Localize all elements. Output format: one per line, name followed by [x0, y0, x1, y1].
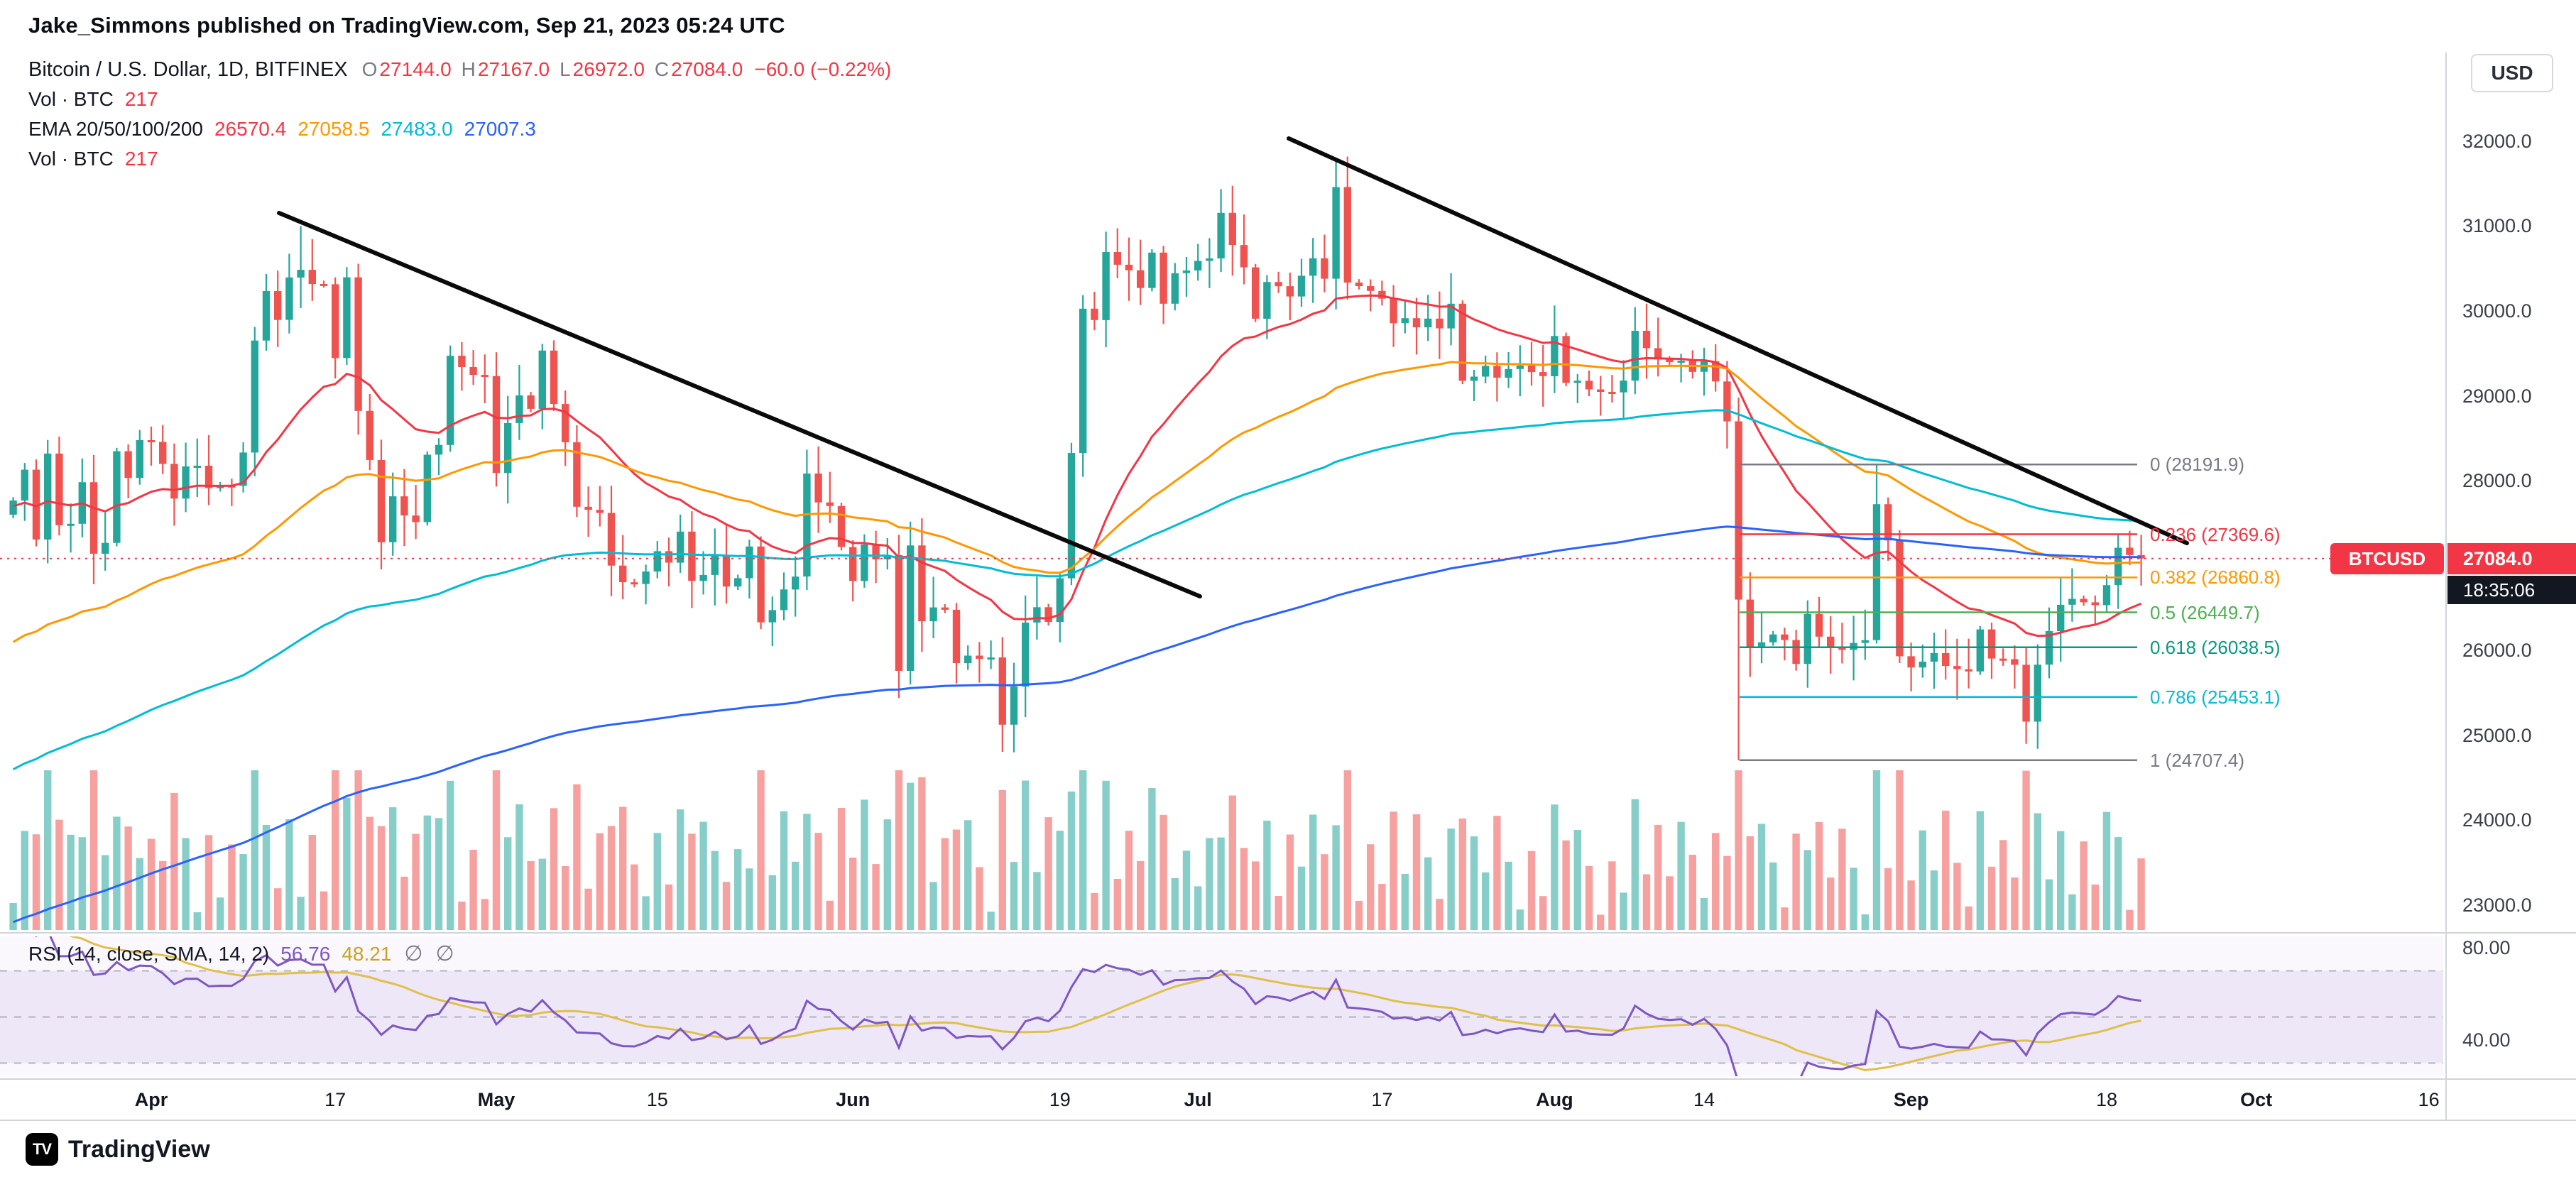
close-label: C [654, 58, 670, 80]
ema-legend-row[interactable]: EMA 20/50/100/200 26570.4 27058.5 27483.… [28, 118, 891, 148]
volume-label: Vol · BTC [28, 88, 114, 110]
fib-level-label: 0.236 (27369.6) [2150, 523, 2281, 545]
time-tick-label: 14 [1693, 1089, 1715, 1110]
time-tick-label: 17 [324, 1089, 346, 1110]
price-tick-label: 25000.0 [2462, 724, 2532, 746]
price-badge-countdown: 18:35:06 [2447, 576, 2576, 604]
time-tick-label: 18 [2095, 1089, 2118, 1110]
fib-level-label: 0.382 (26860.8) [2150, 567, 2281, 589]
low-label: L [560, 58, 571, 80]
rsi-ma-value: 48.21 [342, 943, 392, 965]
rsi-tick-label: 40.00 [2462, 1029, 2511, 1051]
time-tick-label: Apr [134, 1089, 168, 1110]
price-tick-label: 29000.0 [2462, 385, 2532, 407]
tradingview-logo-icon: TV [26, 1133, 58, 1166]
price-tick-label: 28000.0 [2462, 470, 2532, 492]
time-scale[interactable] [0, 1081, 2443, 1119]
symbol-title: Bitcoin / U.S. Dollar, 1D, BITFINEX [28, 58, 348, 81]
time-tick-label: May [477, 1089, 515, 1110]
price-tick-label: 31000.0 [2462, 215, 2532, 237]
time-tick-label: 16 [2418, 1089, 2440, 1110]
fib-level-label: 0.618 (26038.5) [2150, 636, 2281, 658]
currency-usd-button[interactable]: USD [2471, 54, 2553, 92]
volume-legend-row[interactable]: Vol · BTC 217 [28, 88, 891, 118]
volume2-value: 217 [124, 148, 158, 170]
rsi-value: 56.76 [280, 943, 331, 965]
ema-label: EMA 20/50/100/200 [28, 118, 203, 140]
tradingview-brand-text: TradingView [68, 1135, 210, 1163]
volume2-legend-row[interactable]: Vol · BTC 217 [28, 148, 891, 177]
fib-level-label: 0.5 (26449.7) [2150, 601, 2260, 623]
price-tick-label: 32000.0 [2462, 130, 2532, 152]
price-tick-label: 26000.0 [2462, 640, 2532, 662]
close-value: 27084.0 [671, 58, 743, 80]
ema50-value: 27058.5 [298, 118, 370, 140]
rsi-label: RSI (14, close, SMA, 14, 2) [28, 943, 270, 965]
time-tick-label: 17 [1371, 1089, 1393, 1110]
time-tick-label: Jun [836, 1089, 871, 1110]
rsi-tick-label: 80.00 [2462, 937, 2511, 958]
open-value: 27144.0 [379, 58, 452, 80]
price-tick-label: 24000.0 [2462, 809, 2532, 831]
time-tick-label: Oct [2240, 1089, 2273, 1110]
chart-legend: Bitcoin / U.S. Dollar, 1D, BITFINEX O 271… [28, 58, 891, 177]
time-tick-label: Jul [1184, 1089, 1212, 1110]
time-tick-label: 15 [646, 1089, 668, 1110]
ema20-value: 26570.4 [214, 118, 287, 140]
tradingview-brand-link[interactable]: TV TradingView [26, 1133, 210, 1166]
ema100-value: 27483.0 [381, 118, 453, 140]
low-value: 26972.0 [572, 58, 645, 80]
fib-level-label: 0 (28191.9) [2150, 454, 2244, 476]
high-value: 27167.0 [477, 58, 550, 80]
time-tick-label: Sep [1893, 1089, 1929, 1110]
ema200-value: 27007.3 [464, 118, 536, 140]
high-label: H [461, 58, 476, 80]
volume2-label: Vol · BTC [28, 148, 114, 170]
price-tick-label: 23000.0 [2462, 894, 2532, 916]
empty-set-icon: ∅ [404, 942, 423, 966]
volume-value: 217 [124, 88, 158, 110]
publish-header: Jake_Simmons published on TradingView.co… [28, 13, 785, 38]
open-label: O [361, 58, 378, 80]
price-badge-value: 27084.0 [2447, 543, 2576, 574]
fib-level-label: 1 (24707.4) [2150, 749, 2244, 771]
empty-set-icon: ∅ [435, 942, 454, 966]
price-tick-label: 30000.0 [2462, 300, 2532, 322]
price-badge-symbol: BTCUSD [2330, 543, 2444, 574]
symbol-legend-row[interactable]: Bitcoin / U.S. Dollar, 1D, BITFINEX O 271… [28, 58, 891, 88]
change-value: −60.0 (−0.22%) [754, 58, 892, 80]
time-tick-label: 19 [1049, 1089, 1071, 1110]
time-tick-label: Aug [1536, 1089, 1573, 1110]
fib-level-label: 0.786 (25453.1) [2150, 686, 2281, 708]
rsi-legend-row[interactable]: RSI (14, close, SMA, 14, 2) 56.76 48.21 … [28, 941, 454, 966]
